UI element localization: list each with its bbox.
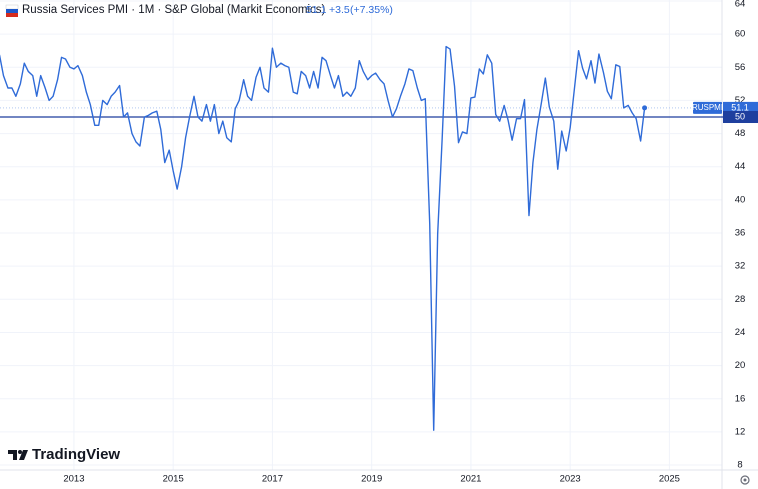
x-tick-label: 2013 (63, 474, 84, 485)
x-tick-label: 2015 (163, 474, 184, 485)
chart-title: Russia Services PMI · 1M · S&P Global (M… (22, 4, 326, 16)
y-tick-label: 20 (735, 360, 746, 371)
y-tick-label: 44 (735, 161, 746, 172)
symbol-tag (693, 101, 722, 114)
y-tick-label: 12 (735, 426, 746, 437)
change: +3.5 (329, 4, 350, 16)
flag (6, 9, 18, 13)
logo: TradingView (8, 446, 120, 463)
last-point (642, 105, 648, 111)
settings-icon[interactable] (743, 478, 747, 482)
y-tick-label: 28 (735, 294, 746, 305)
flag (6, 13, 18, 17)
x-tick-label: 2023 (560, 474, 581, 485)
y-tick-label: 64 (735, 0, 746, 10)
last-value-label: 51.1 (731, 102, 749, 112)
y-tick-label: 60 (735, 29, 746, 40)
x-tick-label: 2025 (659, 474, 680, 485)
series-line (0, 45, 646, 431)
logo-text: TradingView (32, 446, 120, 463)
level-label: 50 (735, 111, 745, 121)
last-value-tag (723, 101, 758, 114)
flag (5, 4, 19, 10)
y-tick-label: 56 (735, 62, 746, 73)
settings-icon[interactable] (740, 475, 750, 485)
y-tick-label: 48 (735, 128, 746, 139)
x-tick-label: 2021 (460, 474, 481, 485)
y-tick-label: 40 (735, 194, 746, 205)
y-tick-label: 52 (735, 95, 746, 106)
y-tick-label: 8 (737, 460, 742, 471)
level-tag (723, 111, 758, 124)
x-tick-label: 2017 (262, 474, 283, 485)
last-value: 51.1 (306, 4, 327, 16)
y-tick-label: 32 (735, 261, 746, 272)
y-tick-label: 36 (735, 228, 746, 239)
change-percent: (+7.35%) (350, 4, 393, 16)
logo-icon (18, 450, 22, 454)
x-tick-label: 2019 (361, 474, 382, 485)
symbol-label: RUSPMI (692, 103, 723, 112)
logo-icon (8, 450, 28, 460)
y-tick-label: 16 (735, 393, 746, 404)
y-tick-label: 24 (735, 327, 746, 338)
header: Russia Services PMI · 1M · S&P Global (M… (5, 4, 393, 17)
